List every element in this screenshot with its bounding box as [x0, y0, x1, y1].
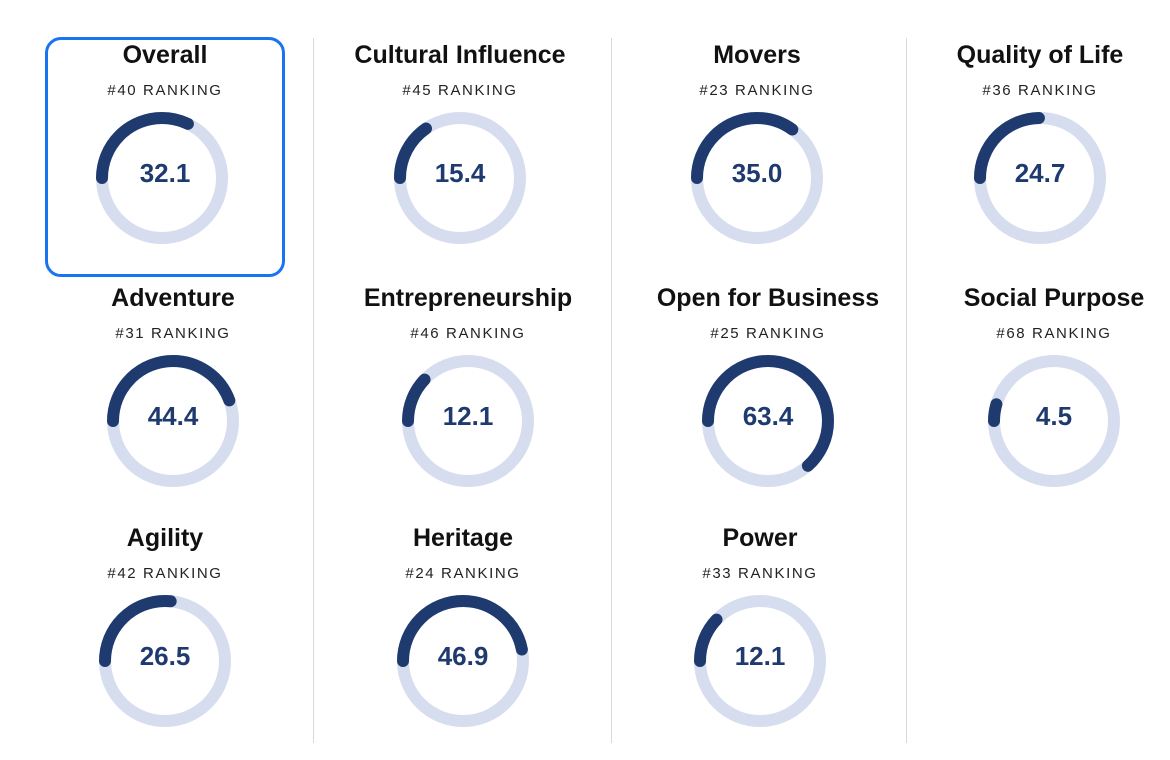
- metric-ranking: #36 RANKING: [982, 82, 1098, 99]
- metric-score: 24.7: [1014, 158, 1066, 188]
- metric-title: Open for Business: [656, 284, 880, 312]
- gauge-progress-arc: [974, 112, 1106, 244]
- metric-score: 46.9: [437, 641, 489, 671]
- metric-card-power[interactable]: Power #33 RANKING 12.1: [640, 520, 880, 760]
- metric-ranking: #25 RANKING: [710, 325, 826, 342]
- metric-score: 63.4: [742, 401, 794, 431]
- metric-card-quality-of-life[interactable]: Quality of Life #36 RANKING 24.7: [920, 37, 1160, 277]
- metric-score: 12.1: [442, 401, 494, 431]
- metric-card-adventure[interactable]: Adventure #31 RANKING 44.4: [53, 280, 293, 520]
- metric-card-heritage[interactable]: Heritage #24 RANKING 46.9: [343, 520, 583, 760]
- score-gauge: [107, 355, 239, 487]
- gauge-progress-arc: [394, 112, 526, 244]
- score-gauge: [988, 355, 1120, 487]
- metric-title: Overall: [122, 41, 208, 69]
- metric-score: 32.1: [139, 158, 191, 188]
- metric-ranking: #68 RANKING: [996, 325, 1112, 342]
- metric-score: 26.5: [139, 641, 191, 671]
- metric-card-agility[interactable]: Agility #42 RANKING 26.5: [45, 520, 285, 760]
- metric-ranking: #46 RANKING: [410, 325, 526, 342]
- metric-score: 35.0: [731, 158, 783, 188]
- metric-title: Agility: [126, 524, 204, 552]
- column-divider: [611, 38, 612, 743]
- score-gauge: [702, 355, 834, 487]
- metric-title: Entrepreneurship: [363, 284, 573, 312]
- metric-title: Heritage: [412, 524, 514, 552]
- metric-title: Quality of Life: [956, 41, 1124, 69]
- metric-card-social-purpose[interactable]: Social Purpose #68 RANKING 4.5: [934, 280, 1170, 520]
- metric-score: 15.4: [434, 158, 486, 188]
- metric-card-overall[interactable]: Overall #40 RANKING 32.1: [45, 37, 285, 277]
- metric-ranking: #42 RANKING: [107, 565, 223, 582]
- metric-card-cultural-influence[interactable]: Cultural Influence #45 RANKING 15.4: [340, 37, 580, 277]
- metric-score: 44.4: [147, 401, 199, 431]
- score-gauge: [394, 112, 526, 244]
- gauge-progress-arc: [99, 595, 231, 727]
- gauge-progress-arc: [107, 355, 239, 487]
- score-gauge: [402, 355, 534, 487]
- metric-card-movers[interactable]: Movers #23 RANKING 35.0: [637, 37, 877, 277]
- metric-ranking: #45 RANKING: [402, 82, 518, 99]
- gauge-progress-arc: [988, 355, 1120, 487]
- metric-ranking: #24 RANKING: [405, 565, 521, 582]
- score-gauge: [691, 112, 823, 244]
- metric-ranking: #31 RANKING: [115, 325, 231, 342]
- metric-title: Movers: [713, 41, 801, 69]
- metric-title: Power: [722, 524, 798, 552]
- score-gauge: [96, 112, 228, 244]
- metric-card-open-for-business[interactable]: Open for Business #25 RANKING 63.4: [648, 280, 888, 520]
- metric-ranking: #33 RANKING: [702, 565, 818, 582]
- metric-score: 12.1: [734, 641, 786, 671]
- column-divider: [313, 38, 314, 743]
- gauge-progress-arc: [702, 355, 834, 487]
- score-gauge: [694, 595, 826, 727]
- metric-title: Cultural Influence: [354, 41, 566, 69]
- gauge-progress-arc: [397, 595, 529, 727]
- metric-title: Social Purpose: [963, 284, 1145, 312]
- gauge-progress-arc: [96, 112, 228, 244]
- metric-score: 4.5: [1035, 401, 1073, 431]
- score-gauge: [99, 595, 231, 727]
- metric-ranking: #23 RANKING: [699, 82, 815, 99]
- score-gauge: [397, 595, 529, 727]
- metric-card-entrepreneurship[interactable]: Entrepreneurship #46 RANKING 12.1: [348, 280, 588, 520]
- metric-ranking: #40 RANKING: [107, 82, 223, 99]
- column-divider: [906, 38, 907, 743]
- gauge-progress-arc: [402, 355, 534, 487]
- score-gauge: [974, 112, 1106, 244]
- gauge-progress-arc: [691, 112, 823, 244]
- gauge-progress-arc: [694, 595, 826, 727]
- metric-title: Adventure: [111, 284, 235, 312]
